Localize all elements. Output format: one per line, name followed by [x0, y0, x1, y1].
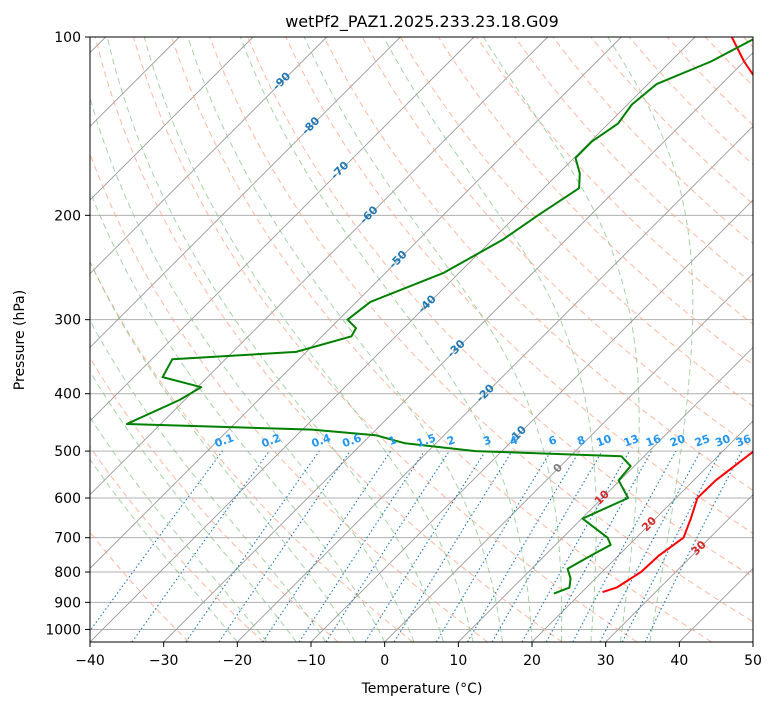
- y-tick-label: 1000: [45, 622, 81, 638]
- x-tick-label: −20: [223, 653, 253, 669]
- x-tick-label: 20: [523, 653, 541, 669]
- x-tick-label: 10: [449, 653, 467, 669]
- y-tick-label: 300: [54, 313, 81, 329]
- x-tick-label: 0: [380, 653, 389, 669]
- y-tick-label: 700: [54, 531, 81, 547]
- y-tick-label: 800: [54, 565, 81, 581]
- y-tick-label: 100: [54, 30, 81, 46]
- x-axis-label: Temperature (°C): [361, 681, 483, 697]
- x-tick-label: −10: [296, 653, 326, 669]
- y-tick-label: 400: [54, 387, 81, 403]
- y-tick-label: 200: [54, 208, 81, 224]
- x-tick-label: −30: [149, 653, 179, 669]
- y-tick-label: 600: [54, 491, 81, 507]
- chart-title: wetPf2_PAZ1.2025.233.23.18.G09: [285, 12, 559, 32]
- x-tick-label: 40: [670, 653, 688, 669]
- y-tick-label: 900: [54, 595, 81, 611]
- y-tick-label: 500: [54, 444, 81, 460]
- y-axis-label: Pressure (hPa): [12, 290, 28, 390]
- x-tick-label: 50: [744, 653, 762, 669]
- x-tick-label: 30: [597, 653, 615, 669]
- x-tick-label: −40: [75, 653, 105, 669]
